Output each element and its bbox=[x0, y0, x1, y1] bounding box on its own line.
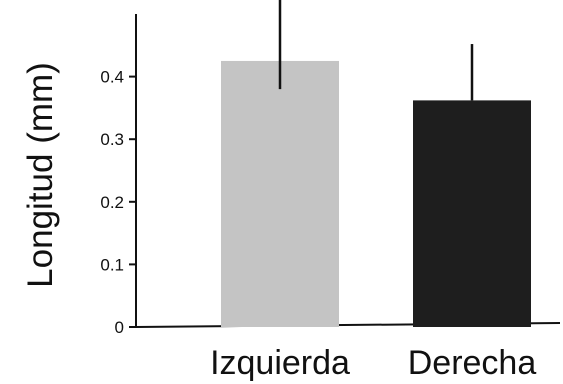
y-tick-label: 0.3 bbox=[100, 130, 124, 149]
bar-derecha bbox=[413, 100, 531, 327]
y-axis-title: Longitud (mm) bbox=[21, 62, 60, 288]
y-axis-title-group: Longitud (mm) bbox=[21, 62, 60, 288]
category-label: Izquierda bbox=[210, 344, 350, 382]
bar-izquierda bbox=[221, 61, 339, 327]
y-ticks: 0 0.1 0.2 0.3 0.4 bbox=[100, 68, 136, 337]
category-labels: Izquierda Derecha bbox=[210, 344, 536, 382]
category-label: Derecha bbox=[408, 344, 537, 382]
y-tick-label: 0 bbox=[115, 318, 124, 337]
y-tick-label: 0.2 bbox=[100, 193, 124, 212]
y-tick-label: 0.1 bbox=[100, 255, 124, 274]
bars bbox=[221, 0, 531, 327]
y-tick-label: 0.4 bbox=[100, 68, 124, 87]
